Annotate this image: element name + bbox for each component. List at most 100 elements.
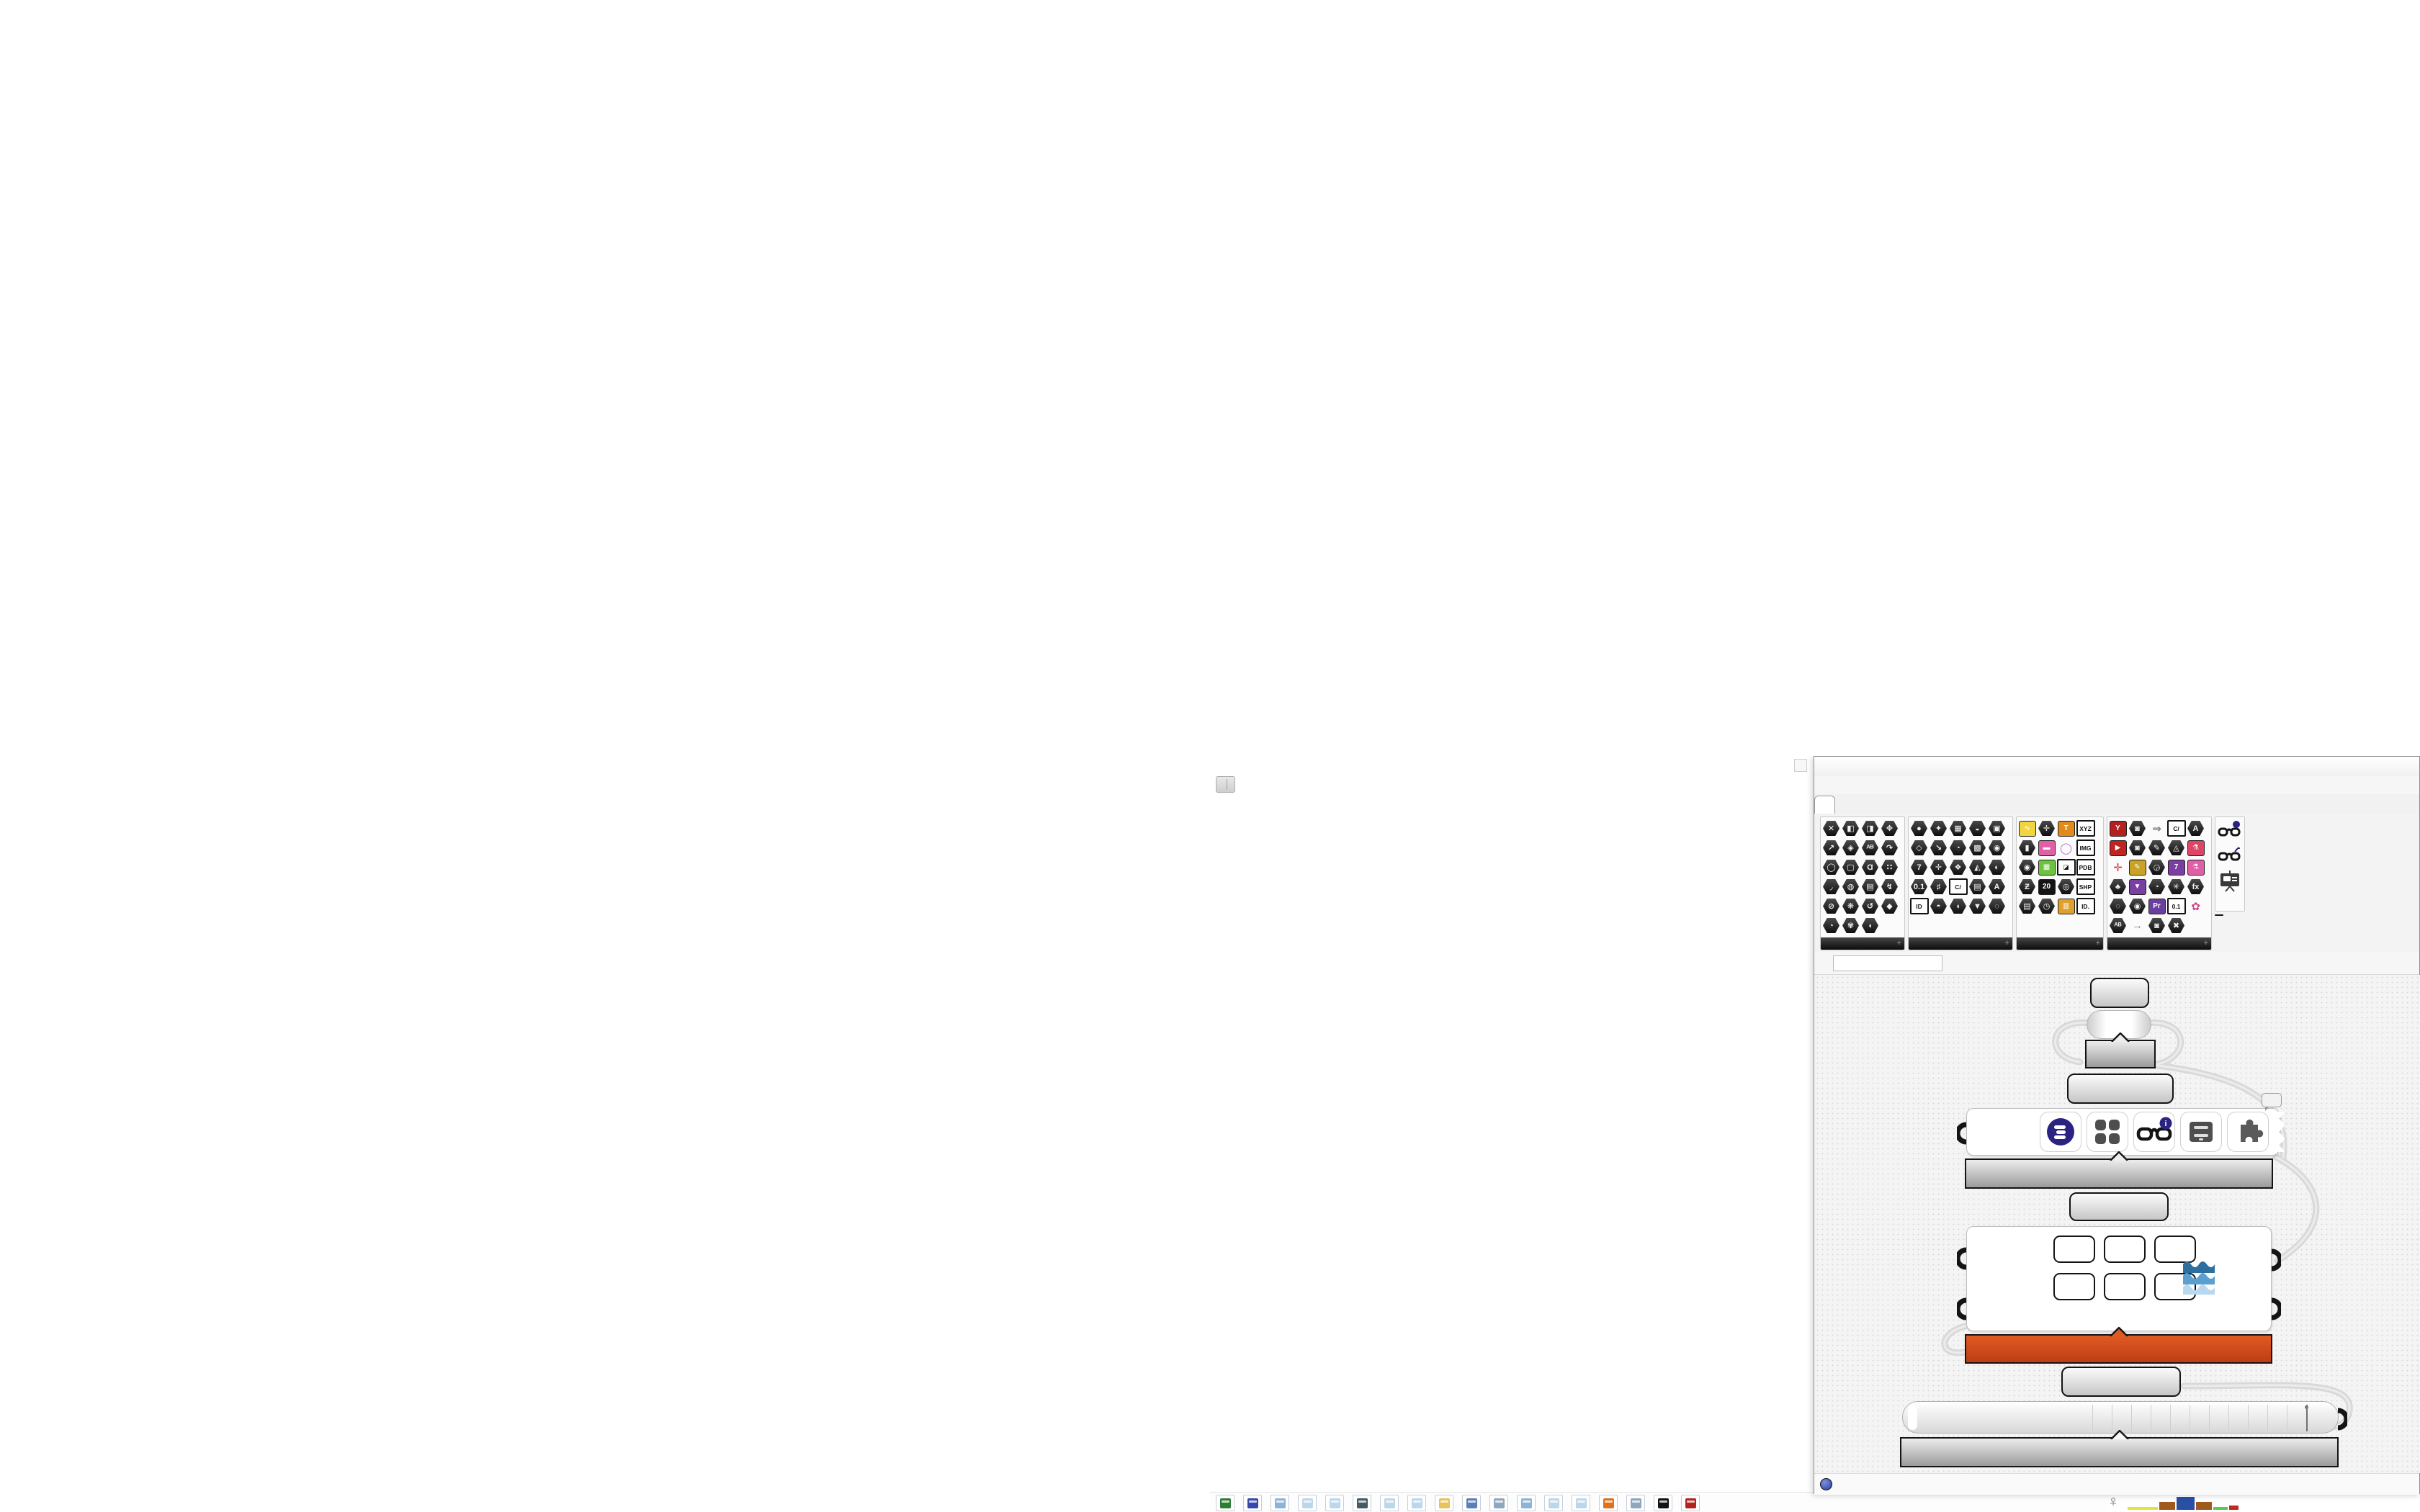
component-icon[interactable]: Ɑ xyxy=(1861,858,1880,877)
component-icon[interactable]: ◔ xyxy=(2148,878,2166,896)
component-icon[interactable]: ▢ xyxy=(1842,858,1860,877)
palette-group-label[interactable]: + xyxy=(2017,937,2103,950)
component-icon[interactable]: ◪ xyxy=(2056,858,2076,877)
component-icon[interactable]: SHP xyxy=(2076,878,2095,896)
component-icon[interactable]: ▦ xyxy=(2038,858,2056,877)
digit-cell[interactable] xyxy=(2248,1405,2267,1431)
component-icon[interactable]: ◉ xyxy=(2128,897,2147,916)
input-grip[interactable] xyxy=(1957,1122,1968,1145)
taskbar-docs-stack[interactable] xyxy=(1270,1495,1289,1511)
component-icon[interactable]: ● xyxy=(1910,819,1929,838)
category-tab[interactable] xyxy=(1894,796,1913,814)
component-icon[interactable]: 20 xyxy=(2038,878,2056,896)
component-icon[interactable]: PDB xyxy=(2076,858,2095,877)
component-icon[interactable]: ◇ xyxy=(1910,839,1929,858)
plugin-tab[interactable] xyxy=(2225,796,2244,814)
component-icon[interactable]: ◨ xyxy=(1861,819,1880,838)
component-icon[interactable]: ✕ xyxy=(1822,819,1841,838)
component-icon[interactable]: ⚗ xyxy=(2187,858,2205,877)
component-icon[interactable]: ∷ xyxy=(1881,858,1899,877)
plugin-tab[interactable] xyxy=(2108,796,2128,814)
taskbar-notepad[interactable] xyxy=(1298,1495,1317,1511)
component-icon[interactable]: ✛ xyxy=(1930,858,1948,877)
maximize-button[interactable] xyxy=(2383,760,2396,772)
category-tab[interactable] xyxy=(1952,796,1971,814)
category-tab[interactable] xyxy=(1855,796,1874,814)
component-icon[interactable]: ◞ xyxy=(1822,878,1841,896)
component-icon[interactable]: C/ xyxy=(1948,878,1968,896)
component-icon[interactable]: ▮ xyxy=(2018,839,2037,858)
taskbar-calculator[interactable] xyxy=(1626,1495,1645,1511)
component-icon[interactable]: ◈ xyxy=(1842,839,1860,858)
component-icon[interactable]: ▦ xyxy=(1949,819,1968,838)
component-icon[interactable]: ID xyxy=(1909,897,1929,916)
number-field[interactable] xyxy=(2154,1236,2196,1263)
digit-cell[interactable] xyxy=(2305,1405,2326,1431)
infoglasses-component[interactable]: i xyxy=(1957,1093,2285,1156)
number-field[interactable] xyxy=(2104,1236,2146,1263)
category-tab[interactable] xyxy=(1932,796,1952,814)
plugin-tab[interactable] xyxy=(2166,796,2186,814)
archive-icon[interactable] xyxy=(2180,1112,2222,1152)
viewport-view-selector[interactable] xyxy=(1216,776,1235,793)
component-icon[interactable]: ↷ xyxy=(1881,839,1899,858)
category-tab[interactable] xyxy=(1835,796,1855,814)
component-icon[interactable]: A xyxy=(2187,819,2205,838)
waterman-component[interactable] xyxy=(1957,1226,2281,1331)
component-icon[interactable]: ▶ xyxy=(2109,839,2128,858)
component-icon[interactable]: ✛ xyxy=(2038,819,2056,838)
digit-scroller-component[interactable] xyxy=(1902,1401,2347,1434)
taskbar-notepad[interactable] xyxy=(1325,1495,1344,1511)
component-icon[interactable]: Ƶ xyxy=(2018,878,2037,896)
category-tab[interactable] xyxy=(1874,796,1894,814)
plugin-tab[interactable] xyxy=(2205,796,2225,814)
curves-output-grip[interactable] xyxy=(2269,1248,2281,1272)
component-icon[interactable]: ◓ xyxy=(1930,897,1948,916)
component-icon[interactable]: ◖ xyxy=(1949,897,1968,916)
window-titlebar[interactable] xyxy=(1814,757,2419,777)
solver-icon[interactable] xyxy=(2040,1112,2081,1152)
digit-cell[interactable] xyxy=(2112,1405,2131,1431)
grasshopper-canvas[interactable]: i xyxy=(1815,975,2420,1473)
component-icon[interactable]: ◷ xyxy=(2038,897,2056,916)
category-tab[interactable] xyxy=(1971,796,1991,814)
presentation-board-icon[interactable] xyxy=(2218,869,2242,892)
plugin-tab[interactable] xyxy=(2147,796,2166,814)
component-icon[interactable]: ✥ xyxy=(1881,819,1899,838)
digit-cell[interactable] xyxy=(2151,1405,2170,1431)
component-icon[interactable]: ID. xyxy=(2076,897,2095,916)
plugin-tab[interactable] xyxy=(2186,796,2205,814)
component-icon[interactable]: ✎ xyxy=(2128,858,2147,877)
component-icon[interactable]: ▼ xyxy=(2128,878,2147,896)
digit-cell[interactable] xyxy=(2228,1405,2248,1431)
digit-cell[interactable] xyxy=(2170,1405,2190,1431)
component-icon[interactable]: ⊘ xyxy=(1822,897,1841,916)
palette-group-label[interactable]: + xyxy=(1909,937,2012,950)
component-icon[interactable]: ✿ xyxy=(2191,900,2200,913)
component-icon[interactable]: ᴬᴮ xyxy=(1861,839,1880,858)
digit-cell[interactable] xyxy=(2131,1405,2151,1431)
component-icon[interactable]: ◭ xyxy=(1968,858,1987,877)
component-icon[interactable]: ◔ xyxy=(1949,839,1968,858)
component-icon[interactable]: 0.1 xyxy=(2166,897,2186,916)
plugin-tab[interactable] xyxy=(2128,796,2147,814)
component-icon[interactable]: ◐ xyxy=(1988,858,2007,877)
component-icon[interactable]: ◙ xyxy=(2148,917,2166,935)
component-icon[interactable]: ◯ xyxy=(1822,858,1841,877)
component-icon[interactable]: ∿ xyxy=(2018,819,2037,838)
taskbar-badge-red[interactable] xyxy=(1681,1495,1700,1511)
component-icon[interactable]: ⚗ xyxy=(2187,839,2205,858)
component-icon[interactable]: ▤ xyxy=(1861,878,1880,896)
number-field[interactable] xyxy=(2104,1273,2146,1300)
taskbar-docs-stack[interactable] xyxy=(1517,1495,1536,1511)
goggles-badge-icon[interactable] xyxy=(2218,820,2242,842)
component-icon[interactable]: ◙ xyxy=(2128,839,2147,858)
plugin-tab[interactable] xyxy=(2303,796,2322,814)
component-icon[interactable]: ▤ xyxy=(2018,897,2037,916)
close-button[interactable] xyxy=(2403,760,2415,772)
plugin-tab[interactable] xyxy=(2264,796,2283,814)
plugin-tab[interactable] xyxy=(2069,796,2089,814)
digit-cell[interactable] xyxy=(2209,1405,2228,1431)
digit-cell[interactable] xyxy=(2092,1405,2112,1431)
component-icon[interactable]: ◖ xyxy=(1861,917,1880,935)
